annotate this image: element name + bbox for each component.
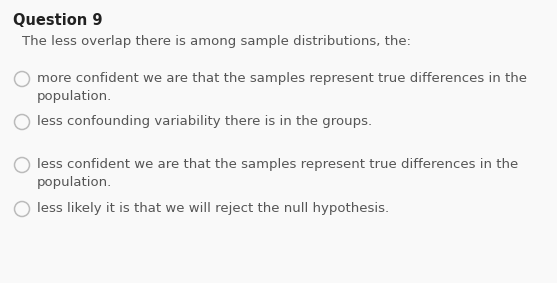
Text: The less overlap there is among sample distributions, the:: The less overlap there is among sample d…: [22, 35, 411, 48]
Text: less confident we are that the samples represent true differences in the
populat: less confident we are that the samples r…: [37, 158, 518, 189]
Text: less likely it is that we will reject the null hypothesis.: less likely it is that we will reject th…: [37, 202, 389, 215]
Text: less confounding variability there is in the groups.: less confounding variability there is in…: [37, 115, 372, 128]
Text: more confident we are that the samples represent true differences in the
populat: more confident we are that the samples r…: [37, 72, 527, 103]
Text: Question 9: Question 9: [13, 13, 102, 28]
